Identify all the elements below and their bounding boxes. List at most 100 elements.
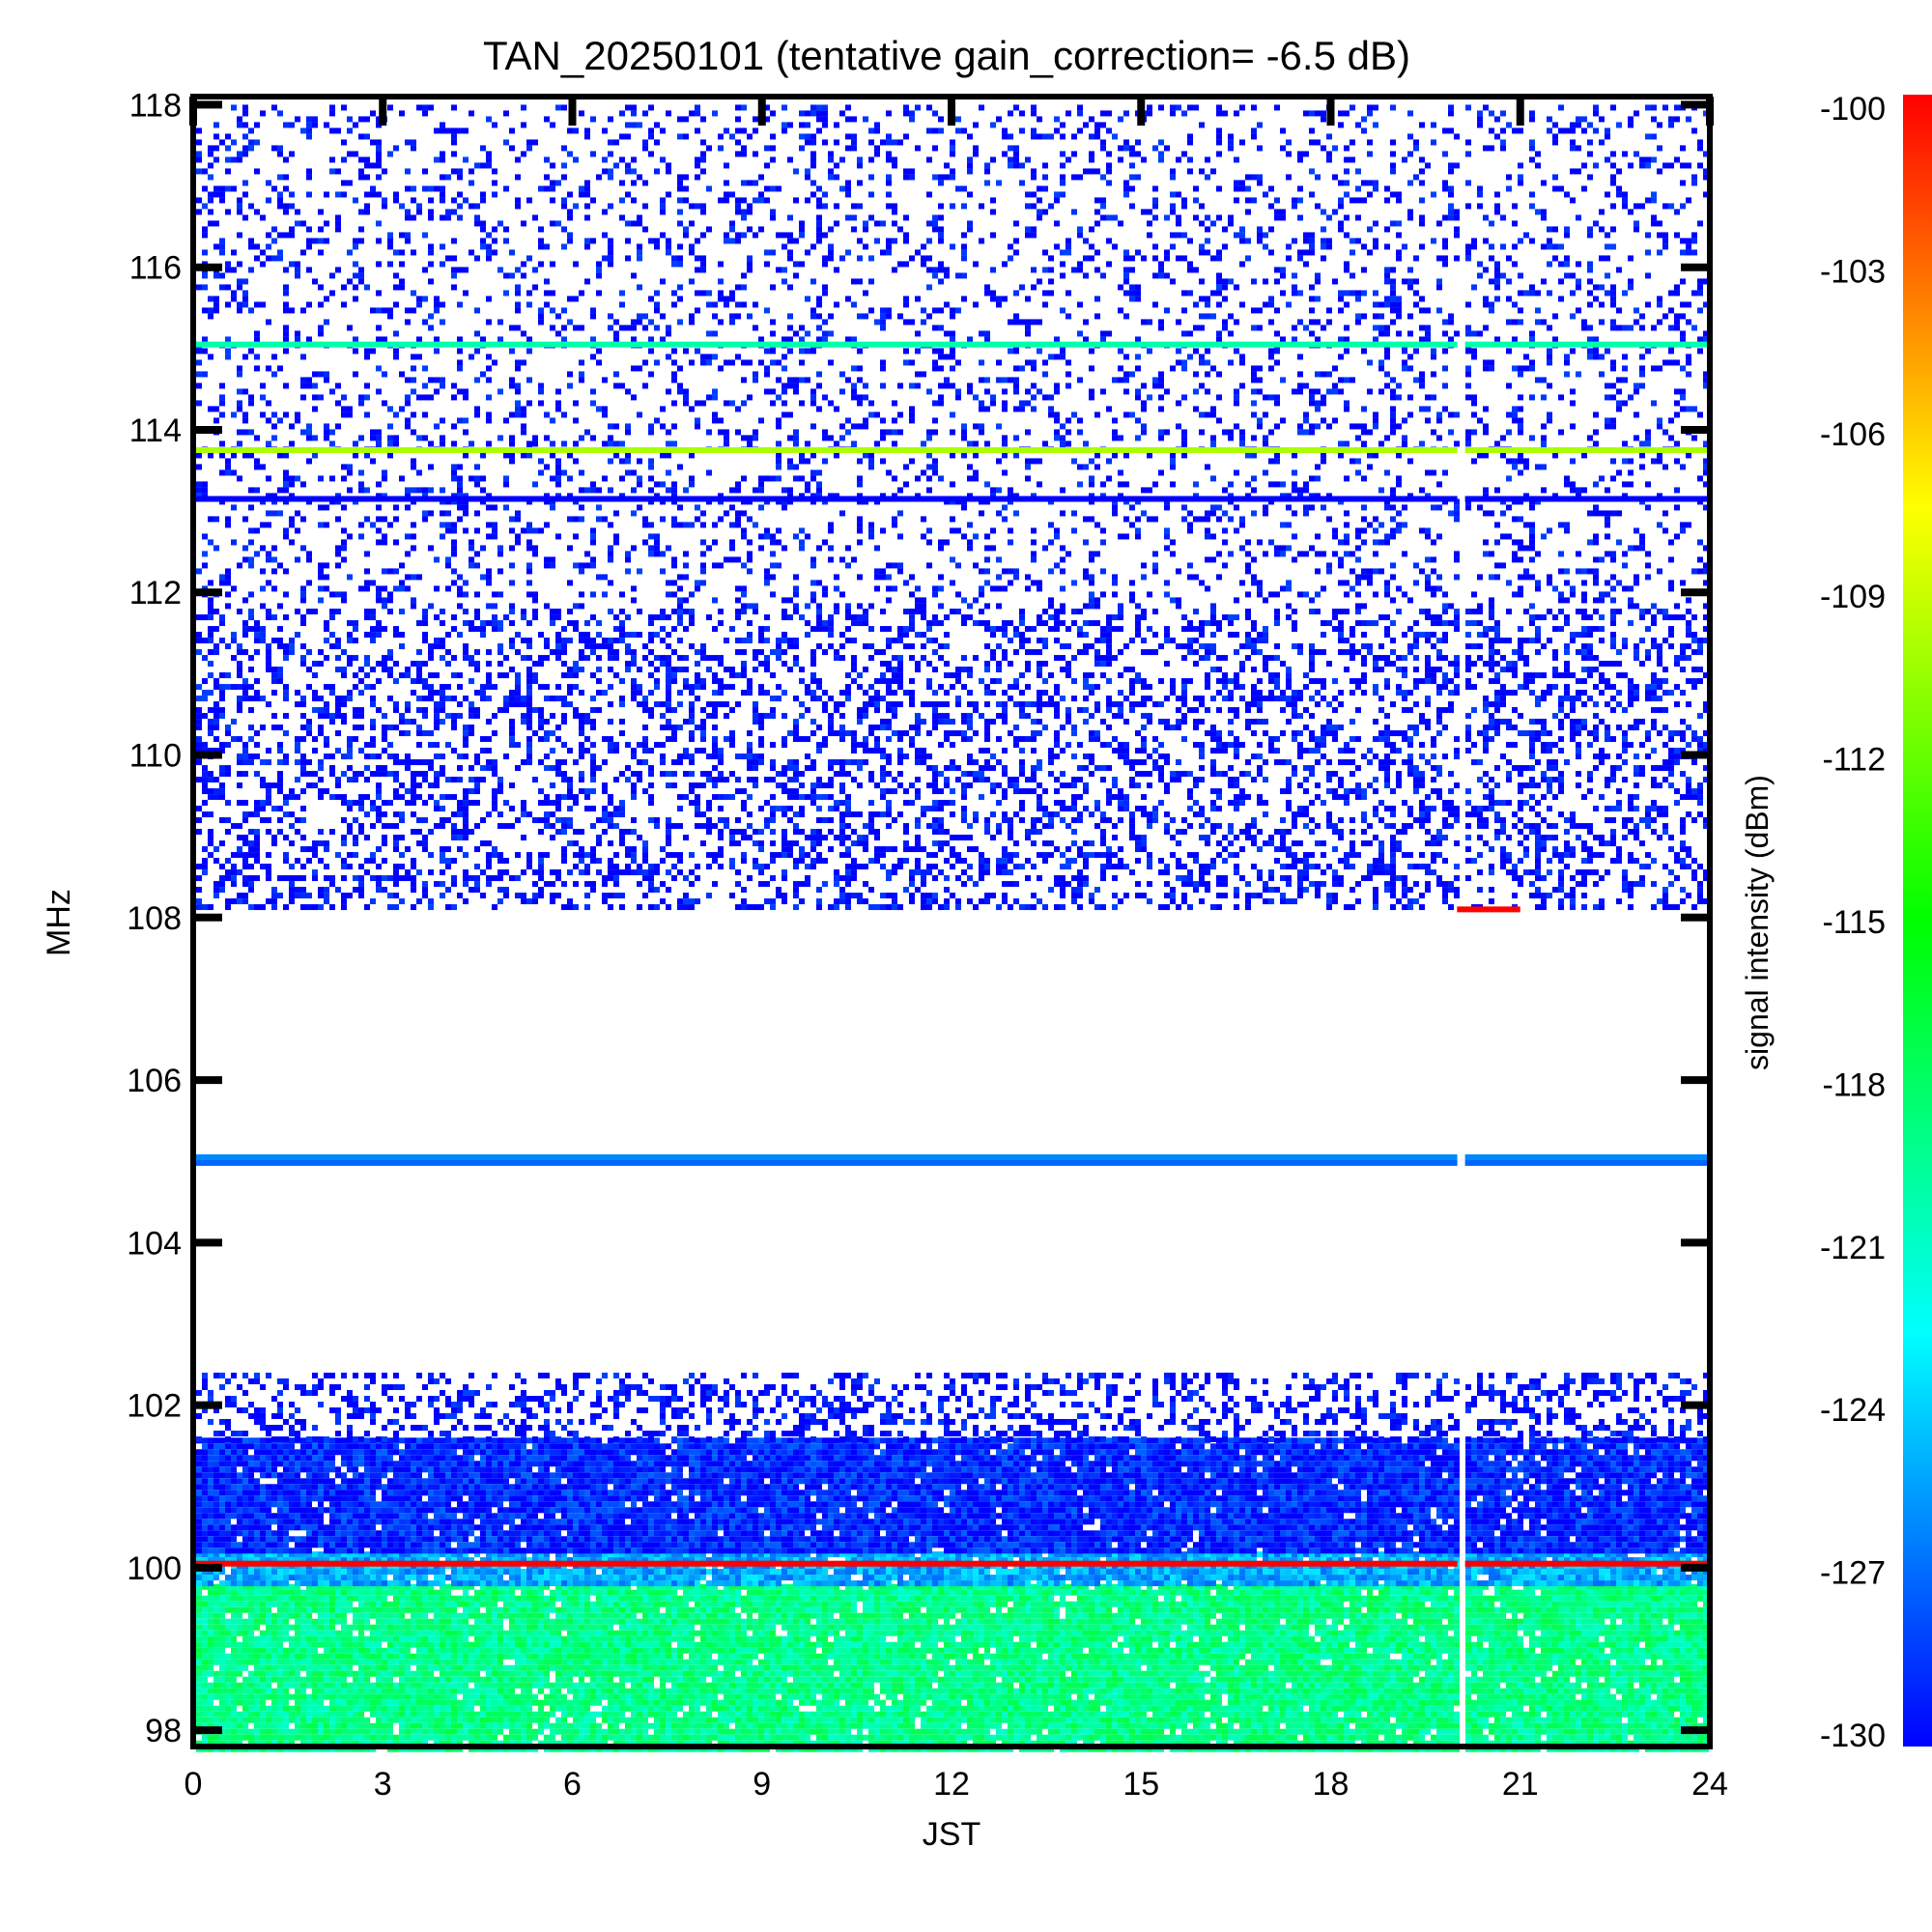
cell <box>208 1607 213 1613</box>
cell <box>1662 1607 1668 1613</box>
cell <box>1396 1602 1402 1607</box>
cell <box>805 1613 810 1619</box>
cell <box>1037 1607 1042 1613</box>
cell <box>1407 1596 1413 1602</box>
cell <box>231 1607 237 1613</box>
cell <box>1529 1602 1535 1607</box>
cell <box>573 1607 579 1613</box>
cell <box>892 1613 897 1619</box>
cell <box>341 1590 347 1596</box>
cell <box>463 1596 469 1602</box>
cell <box>1002 1613 1008 1619</box>
cell <box>1280 1596 1286 1602</box>
cell <box>1384 1596 1390 1602</box>
cell <box>608 1607 613 1613</box>
cell <box>718 1596 724 1602</box>
cell <box>283 1602 289 1607</box>
cell <box>213 1590 219 1596</box>
cell <box>271 1613 277 1619</box>
cell <box>370 1602 376 1607</box>
cell <box>567 1613 573 1619</box>
cell <box>1691 1602 1697 1607</box>
cell <box>990 1602 996 1607</box>
cell <box>1292 1596 1297 1602</box>
cell <box>839 1613 845 1619</box>
cell <box>1616 1596 1622 1602</box>
cell <box>1071 1590 1077 1596</box>
cell <box>567 1607 573 1613</box>
cell <box>1106 1607 1112 1613</box>
cell <box>1616 1602 1622 1607</box>
cell <box>776 1613 781 1619</box>
cell <box>1158 1607 1164 1613</box>
cell <box>926 1613 932 1619</box>
cell <box>741 1602 747 1607</box>
spectrogram-figure: TAN_20250101 (tentative gain_correction=… <box>0 0 1932 1932</box>
cell <box>787 1590 793 1596</box>
cell <box>770 1607 776 1613</box>
cell <box>961 1607 967 1613</box>
cell <box>683 1613 689 1619</box>
cell <box>596 1590 602 1596</box>
cell <box>1552 1607 1558 1613</box>
cell <box>1216 1602 1222 1607</box>
cell <box>225 1596 231 1602</box>
cell <box>810 1613 816 1619</box>
cell <box>1002 1590 1008 1596</box>
cell <box>886 1596 892 1602</box>
cell <box>364 1613 370 1619</box>
cell <box>463 1607 469 1613</box>
cell <box>1077 1602 1083 1607</box>
cell <box>486 1607 492 1613</box>
cell <box>1106 1613 1112 1619</box>
cell <box>718 1602 724 1607</box>
cell <box>1042 1602 1048 1607</box>
cell <box>996 1607 1002 1613</box>
cell <box>625 1596 631 1602</box>
cell <box>1147 1590 1152 1596</box>
cell <box>1292 1602 1297 1607</box>
cell <box>509 1607 515 1613</box>
cell <box>1315 1596 1321 1602</box>
cell <box>1483 1602 1489 1607</box>
cell <box>781 1607 787 1613</box>
cell <box>915 1613 921 1619</box>
cell <box>793 1596 799 1602</box>
cell <box>289 1602 295 1607</box>
cell <box>596 1602 602 1607</box>
cell <box>1419 1590 1425 1596</box>
cell <box>353 1590 358 1596</box>
cell <box>312 1590 318 1596</box>
cell <box>1668 1596 1674 1602</box>
cell <box>503 1607 509 1613</box>
cell <box>666 1613 671 1619</box>
cell <box>1662 1590 1668 1596</box>
cell <box>1674 1607 1680 1613</box>
cell <box>242 1607 248 1613</box>
cell <box>1257 1607 1263 1613</box>
cell <box>1118 1607 1123 1613</box>
cell <box>1680 1596 1686 1602</box>
cell <box>1013 1602 1019 1607</box>
cell <box>886 1613 892 1619</box>
cell <box>990 1590 996 1596</box>
cell <box>393 1613 399 1619</box>
cell <box>1697 1596 1703 1602</box>
cell <box>1523 1602 1529 1607</box>
cell <box>382 1602 387 1607</box>
cell <box>1129 1596 1135 1602</box>
cell <box>735 1596 741 1602</box>
cell <box>973 1596 979 1602</box>
cell <box>816 1613 822 1619</box>
cell <box>909 1602 915 1607</box>
cell <box>1176 1590 1181 1596</box>
cell <box>631 1590 637 1596</box>
cell <box>434 1590 440 1596</box>
cell <box>1529 1607 1535 1613</box>
cell <box>1321 1584 1326 1590</box>
cell <box>753 1590 758 1596</box>
cell <box>1297 1602 1303 1607</box>
cell <box>839 1596 845 1602</box>
cell <box>1523 1590 1529 1596</box>
cell <box>1506 1602 1512 1607</box>
